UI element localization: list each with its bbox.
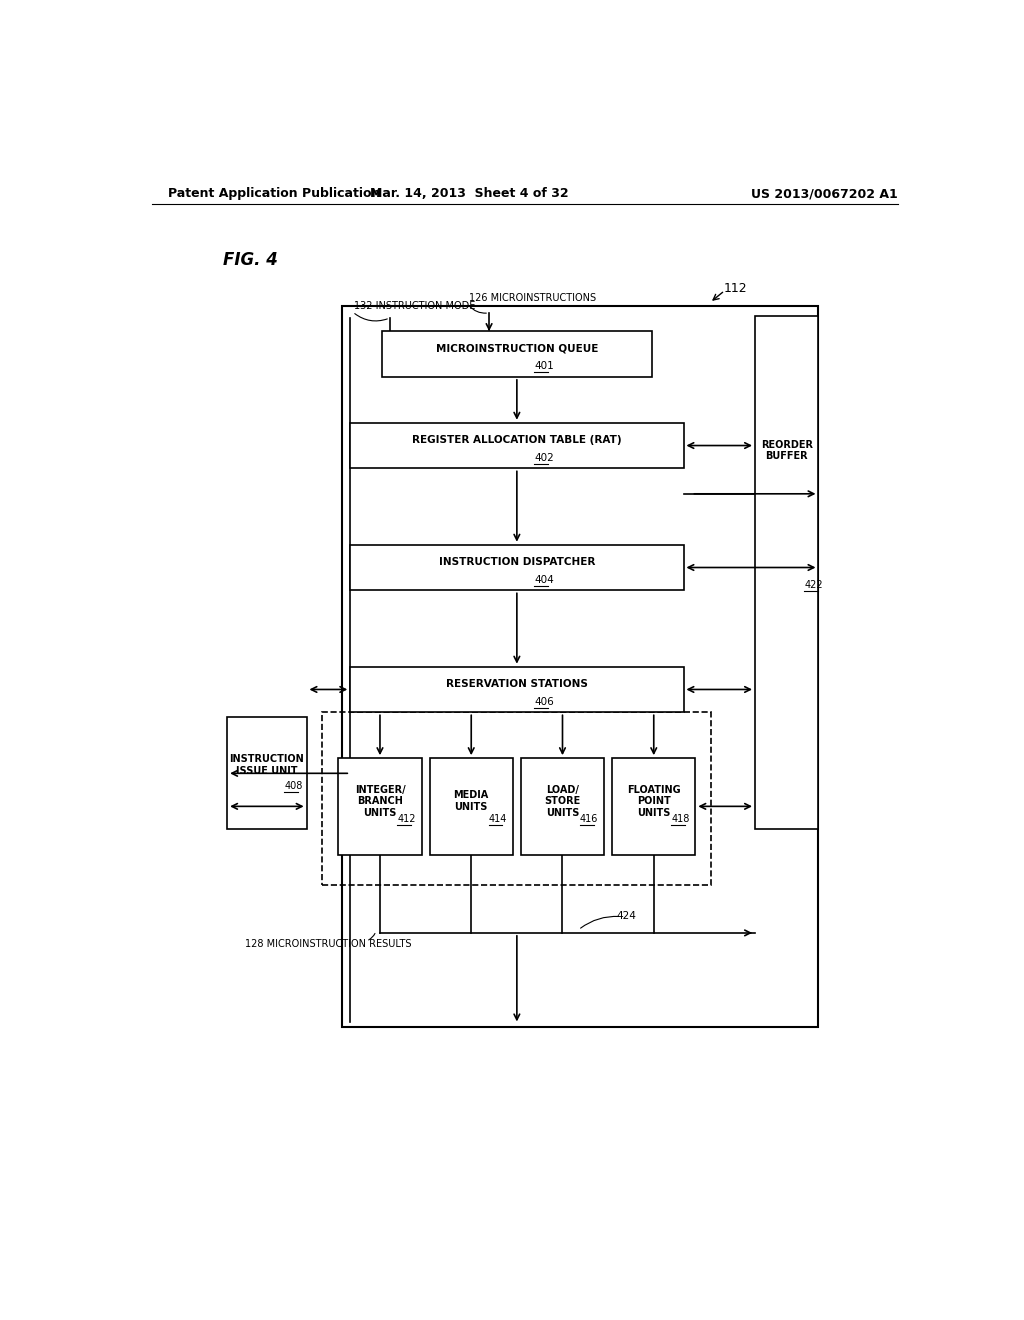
FancyBboxPatch shape xyxy=(755,315,818,829)
Text: 416: 416 xyxy=(580,813,598,824)
Text: LOAD/
STORE
UNITS: LOAD/ STORE UNITS xyxy=(545,784,581,818)
Text: 408: 408 xyxy=(285,780,303,791)
Text: US 2013/0067202 A1: US 2013/0067202 A1 xyxy=(751,187,898,201)
Text: 406: 406 xyxy=(535,697,554,706)
Text: INSTRUCTION DISPATCHER: INSTRUCTION DISPATCHER xyxy=(438,557,595,568)
FancyBboxPatch shape xyxy=(521,758,604,854)
Text: 401: 401 xyxy=(535,362,554,371)
Text: FLOATING
POINT
UNITS: FLOATING POINT UNITS xyxy=(627,784,681,818)
Text: 422: 422 xyxy=(804,579,822,590)
Text: MEDIA
UNITS: MEDIA UNITS xyxy=(454,791,488,812)
Text: FIG. 4: FIG. 4 xyxy=(223,251,279,269)
FancyBboxPatch shape xyxy=(350,545,684,590)
Text: 132 INSTRUCTION MODE: 132 INSTRUCTION MODE xyxy=(354,301,475,312)
FancyBboxPatch shape xyxy=(338,758,422,854)
Text: 402: 402 xyxy=(535,453,554,463)
Text: 412: 412 xyxy=(397,813,416,824)
Text: REGISTER ALLOCATION TABLE (RAT): REGISTER ALLOCATION TABLE (RAT) xyxy=(412,436,622,445)
FancyBboxPatch shape xyxy=(227,718,306,829)
Text: 112: 112 xyxy=(723,282,746,294)
Text: INTEGER/
BRANCH
UNITS: INTEGER/ BRANCH UNITS xyxy=(354,784,406,818)
Text: 424: 424 xyxy=(616,911,636,920)
Text: 128 MICROINSTRUCTION RESULTS: 128 MICROINSTRUCTION RESULTS xyxy=(246,939,412,949)
Text: INSTRUCTION
ISSUE UNIT: INSTRUCTION ISSUE UNIT xyxy=(229,755,304,776)
FancyBboxPatch shape xyxy=(430,758,513,854)
Text: 418: 418 xyxy=(671,813,689,824)
FancyBboxPatch shape xyxy=(350,667,684,713)
Text: Patent Application Publication: Patent Application Publication xyxy=(168,187,380,201)
Text: 126 MICROINSTRUCTIONS: 126 MICROINSTRUCTIONS xyxy=(469,293,596,302)
FancyBboxPatch shape xyxy=(350,422,684,469)
Text: MICROINSTRUCTION QUEUE: MICROINSTRUCTION QUEUE xyxy=(435,345,598,354)
Text: 414: 414 xyxy=(488,813,507,824)
Text: Mar. 14, 2013  Sheet 4 of 32: Mar. 14, 2013 Sheet 4 of 32 xyxy=(370,187,568,201)
FancyBboxPatch shape xyxy=(382,331,652,378)
Text: 404: 404 xyxy=(535,574,554,585)
Text: REORDER
BUFFER: REORDER BUFFER xyxy=(761,440,813,462)
Text: RESERVATION STATIONS: RESERVATION STATIONS xyxy=(445,680,588,689)
FancyBboxPatch shape xyxy=(612,758,695,854)
